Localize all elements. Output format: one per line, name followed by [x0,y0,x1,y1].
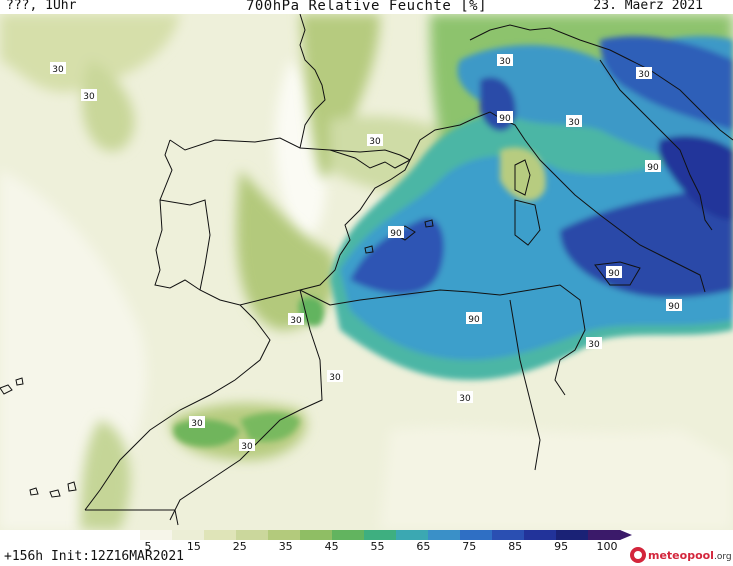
isoline-label-90-sicily: 90 [606,266,622,279]
run-info: +156h Init:12Z16MAR2021 [4,549,185,564]
meteopool-logo-icon [630,547,646,563]
svg-text:30: 30 [290,316,302,326]
colorbar-segment [140,530,173,540]
svg-text:90: 90 [499,114,511,124]
svg-text:90: 90 [390,229,402,239]
isoline-label-30-tunisia: 30 [586,337,602,350]
colorbar-tick-label: 45 [324,540,339,553]
coast-ibiza [364,245,374,254]
isoline-label-30-pyrenees: 30 [367,134,383,147]
colorbar [140,530,632,540]
isoline-label-30-atlantic-north: 30 [50,62,66,75]
colorbar-tick-label: 15 [186,540,201,553]
border-morocco-algeria [169,289,323,521]
meteopool-logo-text: meteopool.org [648,548,732,562]
coast-italy-west [409,111,706,293]
svg-text:30: 30 [568,118,580,128]
coast-corsica [514,159,531,196]
colorbar-segment [364,530,397,540]
humidity-map: 30 30 30 30 30 [0,14,733,530]
colorbar-segment [204,530,237,540]
colorbar-tick-label: 65 [416,540,431,553]
svg-text:90: 90 [608,269,620,279]
isoline-label-30-atlas-west: 30 [189,416,205,429]
isoline-label-90-balearic: 90 [388,226,404,239]
svg-text:90: 90 [647,163,659,173]
border-alps [469,24,733,141]
isoline-label-90-ionian: 90 [666,299,682,312]
colorbar-segment [588,530,621,540]
isoline-label-90-italy-south: 90 [645,160,661,173]
map-title: 700hPa Relative Feuchte [%] [245,0,488,14]
field-high [330,36,733,380]
svg-text:30: 30 [83,92,95,102]
coast-iberia [154,139,411,306]
isoline-label-90-tuscany: 90 [497,111,513,124]
svg-text:30: 30 [241,442,253,452]
isoline-label-30-adriatic: 30 [566,115,582,128]
colorbar-tick-label: 85 [508,540,523,553]
isoline-label-30-sahara: 30 [457,391,473,404]
svg-text:90: 90 [468,315,480,325]
coast-italy-east [599,59,713,231]
svg-text:30: 30 [588,340,600,350]
coast-madeira [0,377,24,395]
isoline-label-30-atlas-east: 30 [239,439,255,452]
isoline-label-30-morocco: 30 [327,370,343,383]
coastlines [0,14,733,526]
svg-text:30: 30 [52,65,64,75]
coast-morocco [84,304,271,511]
isoline-label-30-strait: 30 [288,313,304,326]
colorbar-segment [172,530,205,540]
isoline-label-30-alps: 30 [636,67,652,80]
colorbar-tick-label: 100 [596,540,618,553]
field-low [0,14,733,530]
colorbar-segment [524,530,557,540]
svg-text:30: 30 [191,419,203,429]
colorbar-segment [492,530,525,540]
svg-text:30: 30 [499,57,511,67]
isoline-label-30-atlantic-west: 30 [81,89,97,102]
colorbar-segment [428,530,461,540]
colorbar-segment [396,530,429,540]
field-patches [173,147,546,447]
coast-sicily [594,261,641,286]
colorbar-segment [300,530,333,540]
isoline-label-90-algeria: 90 [466,312,482,325]
coast-france-west [299,14,326,149]
svg-text:30: 30 [369,137,381,147]
coast-sardinia [514,199,541,246]
svg-text:30: 30 [329,373,341,383]
colorbar-tick-label: 75 [462,540,477,553]
colorbar-segment [332,530,365,540]
coast-canaries [29,481,77,498]
isoline-labels: 30 30 30 30 30 [50,54,682,452]
colorbar-tick-label: 25 [232,540,247,553]
border-western-sahara [85,509,179,526]
svg-text:30: 30 [459,394,471,404]
colorbar-arrow [620,530,632,540]
border-algeria-tunisia [509,299,541,471]
colorbar-tick-label: 55 [370,540,385,553]
colorbar-tick-label: 5 [144,540,152,553]
coast-north-spain [169,137,411,169]
isoline-label-30-ligurian: 30 [497,54,513,67]
coast-algeria-tunisia [299,284,586,396]
humidity-field: 30 30 30 30 30 [0,14,733,530]
coast-menorca [424,219,434,228]
colorbar-tick-label: 95 [554,540,569,553]
svg-text:30: 30 [638,70,650,80]
border-portugal [159,199,211,291]
forecast-time-label: ???, 1Uhr [6,0,77,13]
svg-text:90: 90 [668,302,680,312]
colorbar-segment [556,530,589,540]
meteopool-logo[interactable]: meteopool.org [630,547,732,563]
colorbar-segment [460,530,493,540]
colorbar-segment [268,530,301,540]
colorbar-segment [236,530,269,540]
colorbar-tick-label: 35 [278,540,293,553]
forecast-date: 23. Maerz 2021 [593,0,703,13]
border-pyrenees [329,149,411,161]
